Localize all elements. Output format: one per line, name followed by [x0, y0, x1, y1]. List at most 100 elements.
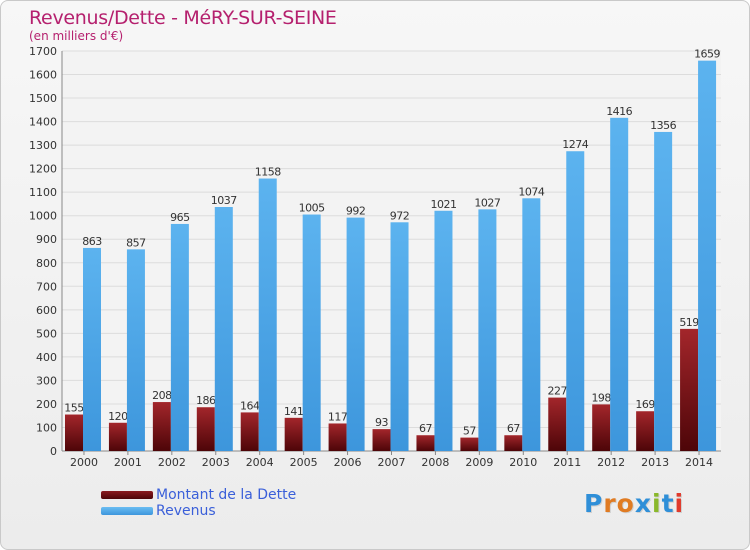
proxiti-logo: Proxiti: [584, 489, 684, 518]
x-tick-label: 2003: [202, 456, 230, 469]
y-tick-label: 400: [36, 351, 57, 364]
revenus-value-label: 1416: [606, 105, 632, 118]
dette-value-label: 141: [284, 405, 304, 418]
revenus-bar: [522, 198, 541, 451]
x-tick-label: 2006: [334, 456, 362, 469]
x-tick-label: 2014: [685, 456, 713, 469]
revenus-bar: [434, 210, 453, 451]
dette-value-label: 169: [635, 398, 655, 411]
revenus-value-label: 965: [170, 211, 190, 224]
dette-value-label: 67: [507, 422, 520, 435]
y-tick-label: 600: [36, 304, 57, 317]
logo-letter: t: [661, 489, 675, 518]
revenus-value-label: 863: [82, 235, 102, 248]
revenus-bar: [566, 151, 585, 451]
dette-value-label: 93: [375, 416, 388, 429]
x-tick-label: 2005: [290, 456, 318, 469]
chart-title: Revenus/Dette - MéRY-SUR-SEINE: [29, 7, 337, 29]
y-tick-label: 300: [36, 374, 57, 387]
dette-bar: [548, 397, 567, 451]
dette-bar: [504, 435, 523, 451]
dette-value-label: 117: [328, 410, 348, 423]
x-tick-label: 2008: [421, 456, 449, 469]
y-tick-label: 900: [36, 233, 57, 246]
revenus-value-label: 1021: [430, 198, 456, 211]
logo-letter: x: [634, 489, 652, 518]
x-tick-label: 2001: [114, 456, 142, 469]
dette-value-label: 208: [152, 389, 172, 402]
logo-letter: r: [603, 489, 617, 518]
logo-letter: i: [652, 489, 662, 518]
revenus-bar: [610, 117, 629, 451]
revenus-value-label: 857: [126, 236, 146, 249]
revenus-value-label: 1027: [474, 196, 500, 209]
x-tick-label: 2010: [509, 456, 537, 469]
dette-value-label: 155: [64, 402, 84, 415]
legend-label-revenus: Revenus: [156, 503, 216, 519]
x-tick-label: 2002: [158, 456, 186, 469]
dette-bar: [196, 407, 215, 451]
revenus-bar: [258, 178, 277, 451]
dette-bar: [636, 411, 655, 451]
revenus-value-label: 972: [390, 209, 410, 222]
x-tick-label: 2004: [246, 456, 274, 469]
y-tick-label: 500: [36, 327, 57, 340]
dette-bar: [152, 402, 171, 451]
x-tick-label: 2007: [378, 456, 406, 469]
y-tick-label: 1000: [29, 210, 57, 223]
revenus-bar: [390, 222, 409, 451]
dette-bar: [240, 412, 259, 451]
revenus-value-label: 1037: [211, 194, 237, 207]
dette-value-label: 519: [679, 316, 699, 329]
revenus-value-label: 992: [346, 205, 366, 218]
x-tick-label: 2011: [553, 456, 581, 469]
dette-value-label: 57: [463, 425, 476, 438]
x-tick-label: 2012: [597, 456, 625, 469]
revenus-bar: [214, 207, 233, 451]
dette-bar: [460, 437, 479, 451]
dette-value-label: 67: [419, 422, 432, 435]
legend-swatch-dette: [101, 491, 153, 499]
revenus-bar: [346, 217, 365, 451]
dette-value-label: 164: [240, 399, 260, 412]
dette-bar: [65, 414, 83, 451]
y-tick-label: 100: [36, 421, 57, 434]
revenus-value-label: 1356: [650, 119, 676, 132]
x-tick-label: 2013: [641, 456, 669, 469]
y-tick-label: 1700: [29, 45, 57, 58]
revenus-bar: [126, 249, 145, 451]
dette-bar: [328, 423, 347, 451]
legend-swatch-revenus: [101, 507, 153, 515]
x-tick-label: 2009: [465, 456, 493, 469]
legend-label-dette: Montant de la Dette: [156, 487, 297, 503]
revenus-value-label: 1158: [255, 166, 281, 179]
y-tick-label: 700: [36, 280, 57, 293]
dette-value-label: 198: [591, 391, 611, 404]
logo-letter: o: [616, 489, 635, 518]
revenus-bar: [654, 131, 673, 452]
dette-bar: [680, 328, 699, 451]
revenus-bar: [83, 247, 101, 451]
revenus-value-label: 1274: [562, 138, 588, 151]
logo-letter: i: [674, 489, 685, 518]
revenus-value-label: 1005: [299, 202, 325, 215]
chart-subtitle: (en milliers d'€): [29, 29, 124, 43]
revenus-bar: [302, 214, 321, 451]
y-tick-label: 200: [36, 398, 57, 411]
y-tick-label: 800: [36, 257, 57, 270]
revenus-bar: [170, 223, 189, 451]
x-tick-label: 2000: [70, 456, 98, 469]
revenus-value-label: 1659: [694, 48, 720, 61]
y-tick-label: 1400: [29, 116, 57, 129]
revenus-bar: [478, 209, 497, 451]
revenus-value-label: 1074: [518, 185, 544, 198]
dette-bar: [592, 404, 611, 451]
dette-value-label: 186: [196, 394, 216, 407]
revenus-bar: [698, 60, 717, 451]
y-tick-label: 1500: [29, 92, 57, 105]
dette-bar: [372, 429, 391, 451]
y-tick-label: 1300: [29, 139, 57, 152]
logo-letter: P: [584, 489, 604, 518]
y-tick-label: 1100: [29, 186, 57, 199]
